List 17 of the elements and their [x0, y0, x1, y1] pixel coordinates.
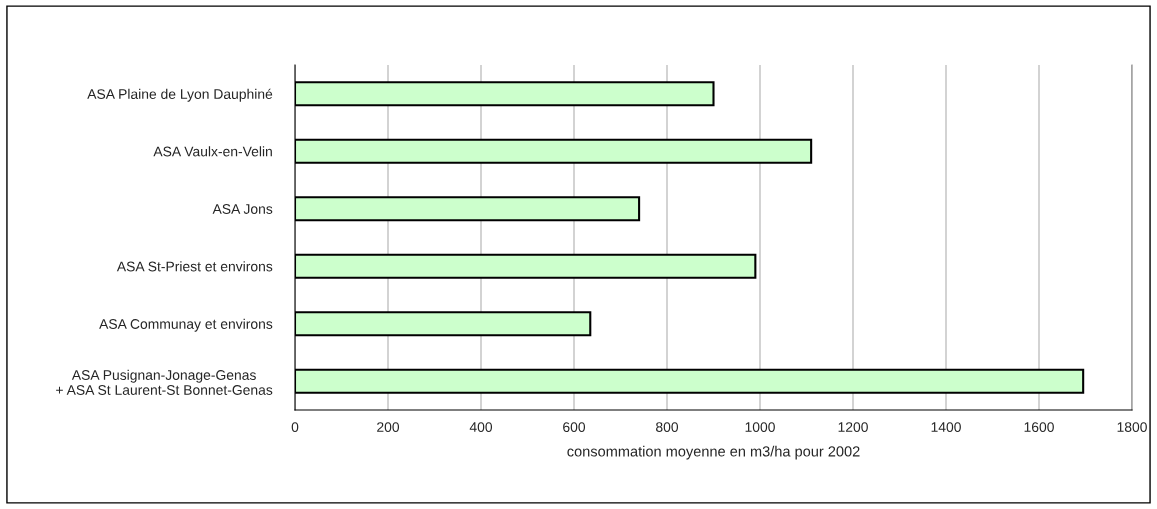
y-tick-label: ASA Jons [212, 204, 273, 214]
x-tick-label: 600 [563, 422, 586, 433]
y-tick-label: ASA Communay et environs [99, 318, 273, 332]
y-tick-label: ASA St-Priest et environs [116, 261, 273, 272]
x-tick-label: 1000 [745, 422, 775, 433]
x-tick-label: 1200 [838, 422, 868, 433]
x-tick-label: 1400 [931, 422, 961, 433]
x-tick-label: 800 [656, 422, 679, 433]
x-tick-label: 1800 [1117, 422, 1147, 433]
x-tick-label: 200 [377, 422, 400, 433]
x-axis-title: consommation moyenne en m3/ha pour 2002 [567, 445, 860, 460]
x-tick-label: 400 [469, 422, 493, 433]
y-tick-label: ASA Vaulx-en-Velin [153, 146, 272, 157]
y-tick-label: ASA Plaine de Lyon Dauphiné [87, 88, 273, 102]
x-tick-label: 1600 [1024, 422, 1054, 433]
y-tick-label: ASA Pusignan-Jonage-Genas + ASA St Laurent-St Bonnet-Genas [56, 369, 273, 395]
x-tick-label: 0 [291, 422, 299, 433]
